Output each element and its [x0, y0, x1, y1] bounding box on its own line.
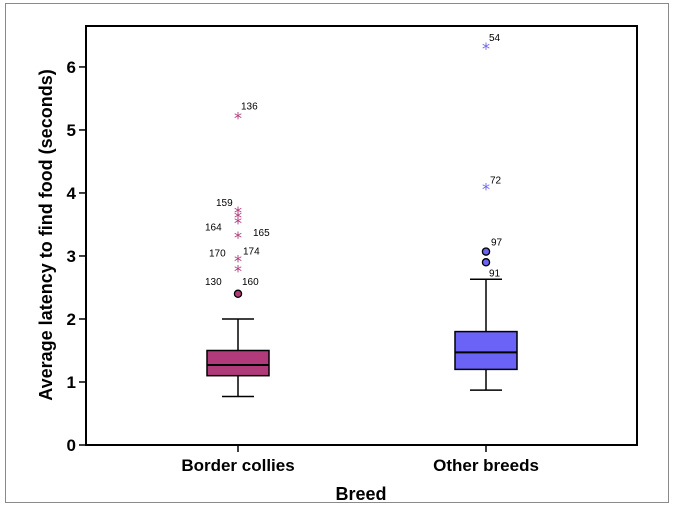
x-axis: Border collies Other breeds	[181, 445, 539, 475]
outlier-star: *	[234, 228, 242, 247]
y-axis: 0 1 2 3 4 5 6	[67, 58, 86, 455]
outlier-star: *	[234, 251, 242, 270]
outlier-case-label: 174	[243, 246, 260, 257]
iqr-box	[454, 330, 518, 371]
outlier-case-label: 170	[209, 248, 226, 259]
outlier-circle	[481, 247, 491, 256]
outlier-case-label: 91	[489, 268, 501, 279]
x-tick-label: Other breeds	[433, 456, 539, 475]
outlier-star: *	[482, 39, 490, 58]
outlier-star: *	[234, 214, 242, 233]
outlier-case-label: 130	[205, 277, 222, 288]
outlier-case-label: 136	[241, 101, 258, 112]
y-axis-title: Average latency to find food (seconds)	[36, 69, 56, 400]
outlier-case-label: 160	[242, 277, 259, 288]
x-axis-title: Breed	[335, 484, 386, 504]
outlier-case-label: 165	[253, 228, 270, 239]
outlier-case-label: 164	[205, 223, 222, 234]
outlier-circle	[233, 289, 243, 299]
y-tick-label: 2	[67, 310, 76, 329]
outlier-star: *	[234, 208, 242, 227]
plot-area	[85, 25, 638, 446]
outlier-case-label: 97	[491, 238, 503, 249]
y-tick-label: 5	[67, 121, 76, 140]
x-tick-label: Border collies	[181, 456, 294, 475]
y-tick-label: 1	[67, 373, 76, 392]
outlier-star: *	[234, 108, 242, 127]
outlier-circle	[481, 258, 491, 267]
outlier-star: *	[234, 261, 242, 280]
iqr-box	[206, 349, 270, 377]
y-tick-label: 0	[67, 436, 76, 455]
outlier-star: *	[234, 203, 242, 222]
y-tick-label: 3	[67, 247, 76, 266]
outlier-case-label: 159	[216, 198, 233, 209]
y-tick-label: 4	[67, 184, 77, 203]
outlier-star: *	[482, 180, 490, 199]
outlier-case-label: 72	[490, 176, 502, 187]
y-tick-label: 6	[67, 58, 76, 77]
box-border-collies: 130 160**170 174* 165*164**159*136	[205, 101, 270, 398]
chart-frame	[5, 3, 669, 503]
outlier-case-label: 54	[489, 33, 501, 44]
